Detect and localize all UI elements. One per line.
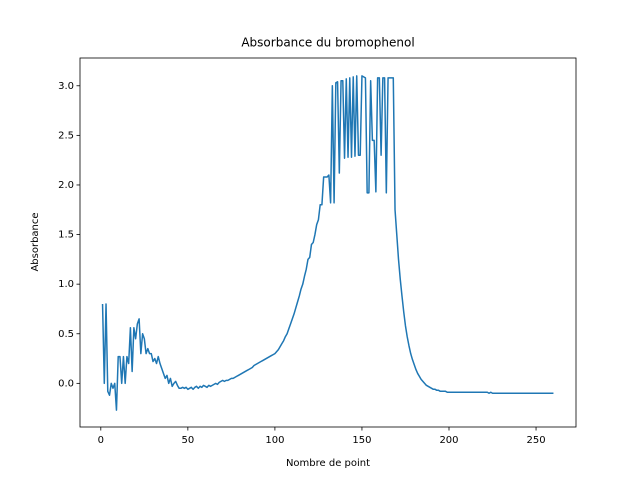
x-tick-label: 0 bbox=[98, 435, 104, 446]
x-tick-label: 100 bbox=[265, 435, 284, 446]
y-tick-label: 0.0 bbox=[58, 378, 74, 389]
y-axis-label: Absorbance bbox=[30, 212, 41, 271]
chart-title: Absorbance du bromophenol bbox=[241, 36, 414, 50]
x-tick-label: 250 bbox=[526, 435, 545, 446]
x-axis-label: Nombre de point bbox=[286, 458, 370, 469]
y-tick-label: 1.5 bbox=[58, 230, 74, 241]
data-line bbox=[101, 75, 554, 411]
plot-frame bbox=[79, 57, 577, 428]
y-tick-label: 1.0 bbox=[58, 279, 74, 290]
y-tick-label: 3.0 bbox=[58, 81, 74, 92]
x-tick-label: 200 bbox=[439, 435, 458, 446]
x-tick-label: 50 bbox=[181, 435, 194, 446]
x-tick-label: 150 bbox=[352, 435, 371, 446]
y-tick-label: 0.5 bbox=[58, 329, 74, 340]
y-tick-label: 2.0 bbox=[58, 180, 74, 191]
y-tick-label: 2.5 bbox=[58, 130, 74, 141]
